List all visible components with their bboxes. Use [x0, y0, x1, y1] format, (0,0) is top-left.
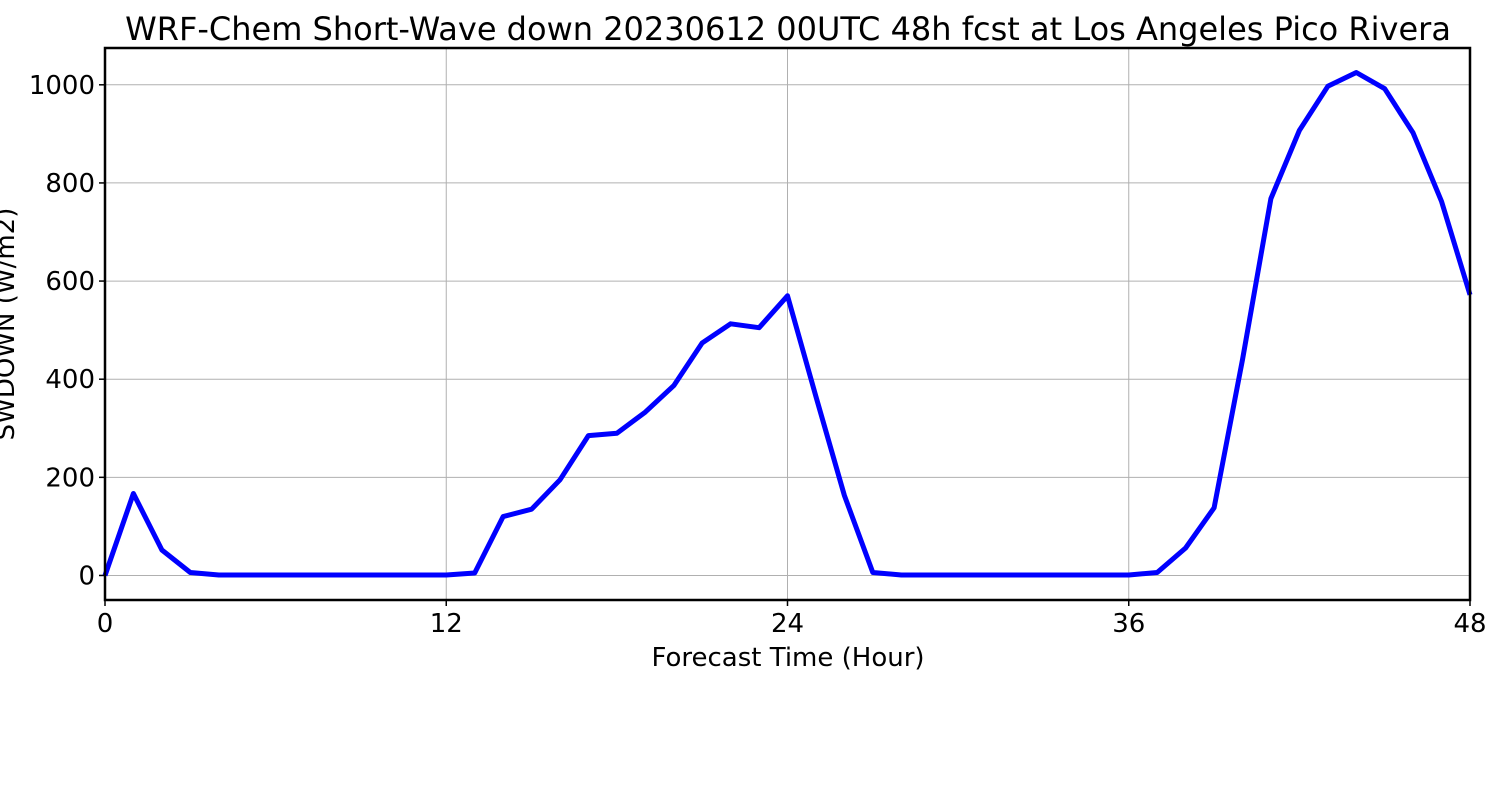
x-tick-label: 36 — [1112, 609, 1145, 639]
x-axis-label: Forecast Time (Hour) — [651, 643, 924, 673]
x-tick-label: 48 — [1453, 609, 1486, 639]
grid — [104, 48, 1471, 600]
ticks: 0 12 24 36 48 0 200 400 600 800 1000 — [29, 71, 1487, 639]
y-tick-label: 0 — [78, 561, 95, 591]
x-tick-label: 24 — [771, 609, 804, 639]
series-layer — [102, 70, 1473, 578]
x-tick-label: 0 — [97, 609, 114, 639]
y-tick-label: 1000 — [29, 71, 95, 101]
y-tick-label: 400 — [45, 365, 95, 395]
chart-title: WRF-Chem Short-Wave down 20230612 00UTC … — [125, 10, 1451, 48]
x-tick-label: 12 — [430, 609, 463, 639]
y-tick-label: 200 — [45, 463, 95, 493]
y-axis-label: SWDOWN (W/m2) — [0, 208, 21, 441]
y-tick-label: 600 — [45, 267, 95, 297]
y-tick-label: 800 — [45, 169, 95, 199]
series-line-swdown — [102, 70, 1473, 578]
